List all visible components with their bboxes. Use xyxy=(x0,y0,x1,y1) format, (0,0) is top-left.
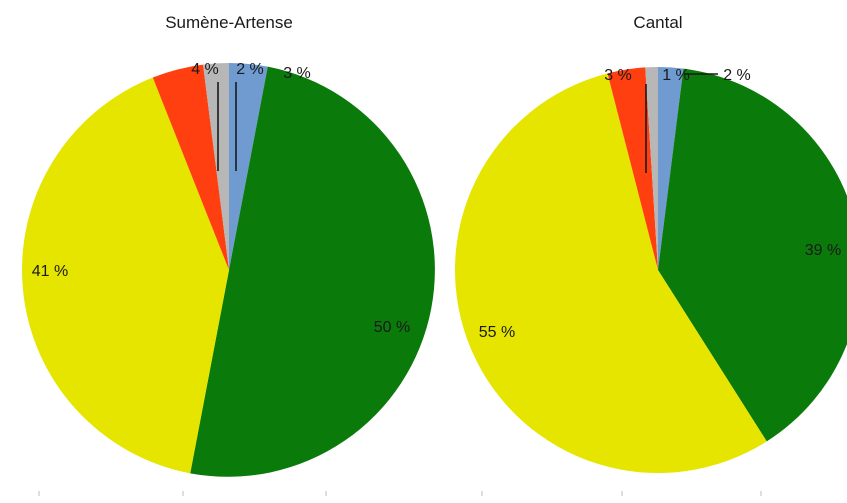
pie-slice xyxy=(229,63,268,270)
slice-label: 39 % xyxy=(805,242,841,259)
pie-slice xyxy=(658,67,684,270)
slice-label: 41 % xyxy=(32,263,68,280)
pie-slice xyxy=(203,62,229,270)
chart-title: Sumène-Artense xyxy=(165,13,293,32)
bottom-tick-marks xyxy=(38,491,762,496)
pie-chart-sumene-artense: Sumène-Artense 3 % 50 % 41 % 4 % 2 % xyxy=(22,13,435,477)
slice-label: 3 % xyxy=(604,67,632,84)
pie-chart-cantal: Cantal 2 % 39 % 55 % 3 % 1 % xyxy=(454,13,847,474)
slice-label: 55 % xyxy=(479,324,515,341)
pie-slice xyxy=(22,77,230,474)
slice-label: 50 % xyxy=(374,319,410,336)
slice-label: 1 % xyxy=(662,67,690,84)
chart-title: Cantal xyxy=(633,13,682,32)
slice-label: 4 % xyxy=(191,61,219,78)
pie-slice xyxy=(454,73,767,474)
pie-slice xyxy=(190,66,435,477)
pie-slice xyxy=(152,64,229,270)
pie-slice xyxy=(645,67,658,270)
slice-label: 2 % xyxy=(723,67,751,84)
slice-label: 3 % xyxy=(283,65,311,82)
slice-label: 2 % xyxy=(236,61,264,78)
pie-slice xyxy=(658,68,847,442)
